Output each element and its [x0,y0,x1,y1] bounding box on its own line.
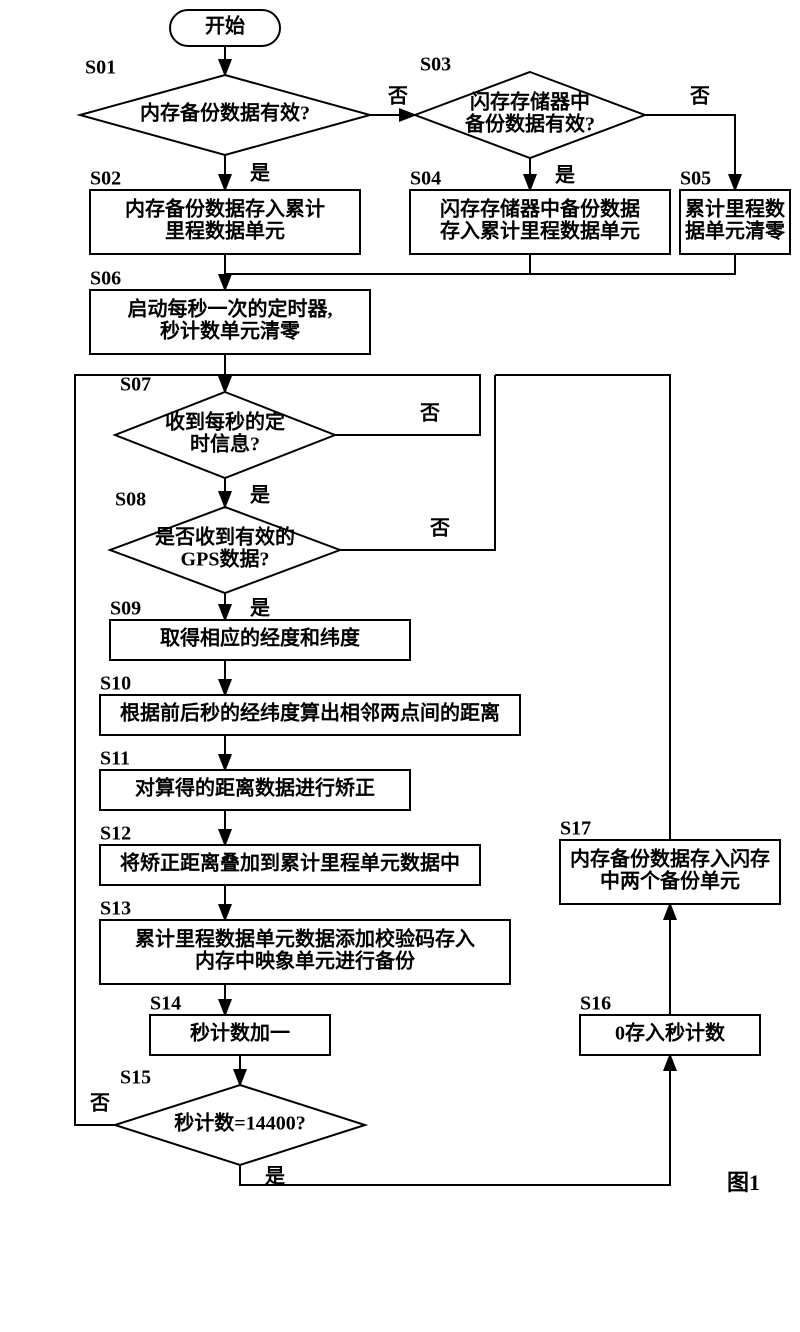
edge [530,254,735,274]
step-label: S02 [90,168,121,190]
node-text: 秒计数加一 [190,1021,290,1045]
node-text: 据单元清零 [685,219,786,243]
node-text: 收到每秒的定 [165,410,285,434]
node-text: 启动每秒一次的定时器, [128,297,333,321]
edge-label: 否 [387,86,408,108]
node-text: 时信息? [190,432,260,456]
step-label: S04 [410,168,441,190]
node-text: 0存入秒计数 [615,1021,726,1045]
node-text: 内存备份数据有效? [140,101,310,125]
edge [495,375,670,840]
edge-label: 是 [249,484,270,507]
node-text: 里程数据单元 [165,219,285,243]
step-label: S15 [120,1067,151,1089]
step-label: S09 [110,598,141,620]
step-label: S11 [100,748,130,770]
node-text: 闪存存储器中 [470,90,590,114]
edge-label: 否 [419,403,440,425]
step-label: S05 [680,168,711,190]
node-text: 是否收到有效的 [154,525,295,549]
step-label: S07 [120,374,151,396]
node-text: 秒计数=14400? [174,1111,305,1135]
step-label: S01 [85,57,116,79]
edge-label: 是 [249,597,270,620]
node-text: 对算得的距离数据进行矫正 [135,776,375,800]
step-label: S16 [580,993,611,1015]
node-text: 内存备份数据存入闪存 [570,847,770,871]
edge [340,375,495,550]
node-text: 将矫正距离叠加到累计里程单元数据中 [120,851,460,875]
step-label: S03 [420,54,451,76]
step-label: S10 [100,673,131,695]
edge-label: 否 [689,86,710,108]
figure-label: 图1 [727,1170,760,1195]
node-text: 中两个备份单元 [600,869,740,893]
step-label: S08 [115,489,146,511]
step-label: S06 [90,268,121,290]
node-text: 秒计数单元清零 [160,319,301,343]
node-text: 累计里程数据单元数据添加校验码存入 [135,927,475,951]
flowchart: 是否是否是否是否否是开始内存备份数据有效?S01内存备份数据存入累计里程数据单元… [0,0,800,1332]
node-text: 存入累计里程数据单元 [440,219,640,243]
edge [225,254,530,274]
node-text: 内存中映象单元进行备份 [195,949,416,973]
edge-label: 是 [554,164,575,187]
node-text: GPS数据? [181,547,270,571]
step-label: S14 [150,993,181,1015]
node-text: 备份数据有效? [464,112,595,136]
node-text: 开始 [205,14,245,38]
edge-label: 是 [249,162,270,185]
edge-label: 否 [89,1093,110,1115]
node-text: 根据前后秒的经纬度算出相邻两点间的距离 [120,701,500,725]
node-text: 内存备份数据存入累计 [125,197,325,221]
step-label: S13 [100,898,131,920]
node-text: 闪存存储器中备份数据 [440,197,640,221]
step-label: S17 [560,818,591,840]
node-text: 累计里程数 [685,197,786,221]
edge-label: 是 [264,1165,285,1188]
step-label: S12 [100,823,131,845]
edge-label: 否 [429,518,450,540]
node-text: 取得相应的经度和纬度 [160,626,361,650]
